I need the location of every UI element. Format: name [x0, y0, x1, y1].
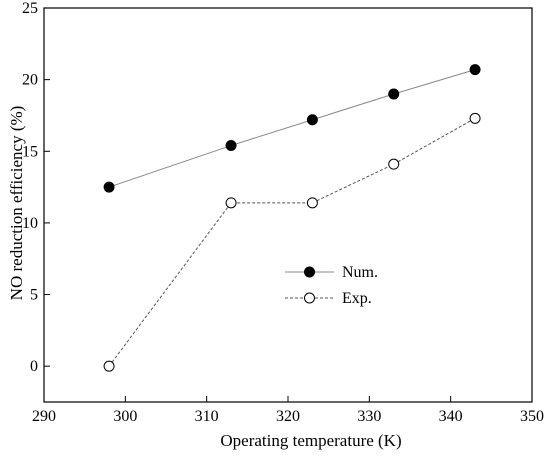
- data-point-exp: [306, 197, 318, 209]
- legend-label-exp: Exp.: [342, 290, 372, 307]
- legend: Num. Exp.: [285, 264, 378, 307]
- data-point-exp: [469, 112, 481, 124]
- data-point-num: [306, 114, 318, 126]
- x-axis-ticks: 290 300 310 320 330 340 350: [32, 396, 544, 425]
- x-tick-label: 290: [32, 408, 56, 425]
- legend-marker-exp: [304, 292, 315, 304]
- legend-label-num: Num.: [342, 264, 378, 281]
- series-line-num: [108, 69, 476, 188]
- legend-marker-num: [304, 266, 315, 278]
- data-point-num: [388, 88, 400, 100]
- data-point-num: [469, 64, 481, 76]
- data-point-num: [225, 140, 237, 152]
- x-tick-label: 300: [113, 408, 137, 425]
- x-tick-label: 330: [357, 408, 381, 425]
- y-axis-ticks: 0 5 10 15 20 25: [22, 0, 50, 375]
- data-point-exp: [225, 197, 237, 209]
- x-tick-label: 310: [195, 408, 219, 425]
- y-tick-label: 0: [30, 358, 38, 375]
- series-layer: [103, 64, 481, 372]
- series-line-exp: [108, 117, 476, 367]
- plot-frame: [43, 7, 533, 403]
- data-point-exp: [388, 158, 400, 170]
- data-point-num: [103, 181, 115, 193]
- x-tick-label: 350: [520, 408, 544, 425]
- x-axis-label: Operating temperature (K): [220, 431, 401, 450]
- data-point-exp: [103, 360, 115, 372]
- y-tick-label: 5: [30, 287, 38, 304]
- plot-border: [43, 7, 533, 403]
- y-tick-label: 10: [22, 215, 38, 232]
- y-tick-label: 25: [22, 0, 38, 17]
- y-tick-label: 15: [22, 143, 38, 160]
- x-tick-label: 340: [439, 408, 463, 425]
- y-axis-label: NO reduction efficiency (%): [7, 106, 26, 301]
- y-tick-label: 20: [22, 72, 38, 89]
- x-tick-label: 320: [276, 408, 300, 425]
